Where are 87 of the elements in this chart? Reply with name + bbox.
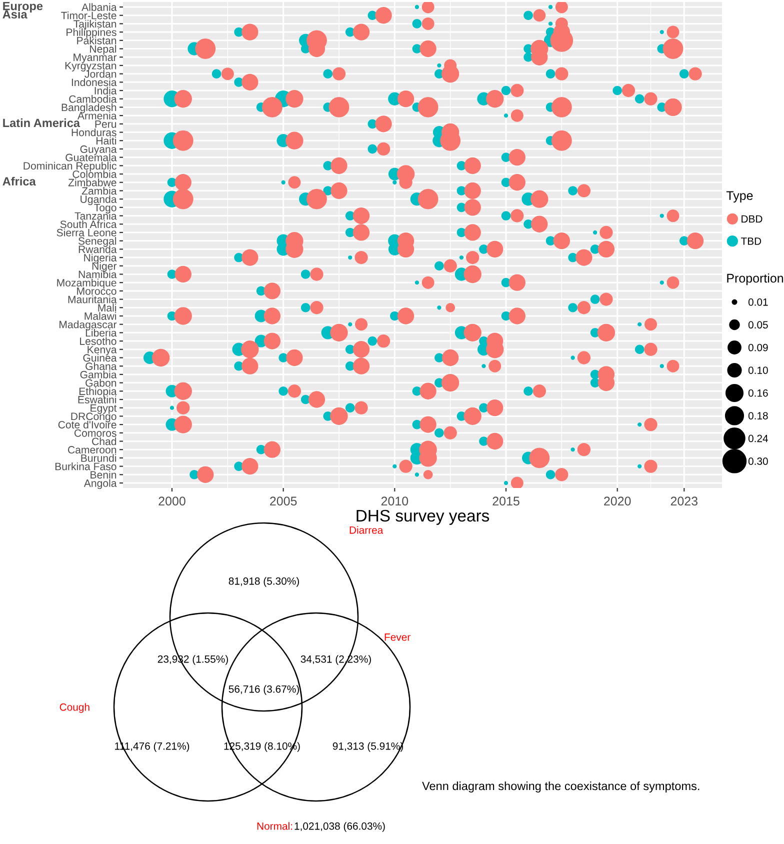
y-tick-label: Gambia <box>80 370 117 378</box>
y-tick-label: Namibia <box>78 270 117 278</box>
y-tick-label: Uganda <box>80 195 117 206</box>
y-tick-label: Madagascar <box>60 320 117 330</box>
y-tick-label: DRCongo <box>71 412 116 422</box>
x-tick-label: 2000 <box>158 496 186 506</box>
legend-label: 0.24 <box>748 434 768 442</box>
category-label: Cough <box>60 703 90 713</box>
y-tick-label: Nepal <box>90 44 116 55</box>
y-tick-label: Sierra Leone <box>56 228 116 236</box>
y-tick-label: Zambia <box>82 186 117 195</box>
y-tick-label: Kyrgyzstan <box>65 62 116 72</box>
y-tick-label: Armenia <box>77 112 117 120</box>
y-tick-label: Guinea <box>83 354 117 362</box>
text: Type <box>726 191 753 202</box>
y-tick-label: Egypt <box>90 404 117 414</box>
legend-label: TBD <box>740 238 762 245</box>
y-tick-label: Cameroon <box>68 446 116 454</box>
y-tick-label: Timor-Leste <box>61 12 116 20</box>
y-tick-label: Colombia <box>72 170 117 178</box>
y-tick-label: Mozambique <box>57 278 116 289</box>
x-tick-label: 2010 <box>381 496 408 506</box>
y-tick-label: Chad <box>92 437 116 446</box>
x-tick-label: 2020 <box>604 496 631 506</box>
y-tick-label: Morocco <box>77 287 116 295</box>
y-tick-label: Togo <box>94 204 116 214</box>
legend-label: 0.16 <box>748 389 768 397</box>
y-tick-label: Tajikistan <box>74 20 116 30</box>
y-tick-label: Nigeria <box>84 254 117 264</box>
y-tick-label: Indonesia <box>72 78 117 86</box>
y-tick-label: Guyana <box>80 145 117 155</box>
x-tick-label: 2015 <box>492 496 520 506</box>
y-tick-label: Ethiopia <box>79 387 117 398</box>
y-tick-label: Cambodia <box>69 95 117 103</box>
legend-label: DBD <box>742 215 762 223</box>
y-tick-label: Pakistan <box>77 36 116 44</box>
legend-label: 0.01 <box>748 298 768 306</box>
legend-label: 0.09 <box>748 344 768 352</box>
category-label: Fever <box>384 634 410 641</box>
y-tick-label: India <box>94 86 117 94</box>
y-tick-label: Angola <box>84 479 117 490</box>
legend-label: 0.18 <box>748 412 768 420</box>
y-tick-label: Bangladesh <box>62 103 116 114</box>
legend-label: 0.05 <box>748 321 768 329</box>
y-tick-label: Peru <box>95 120 116 128</box>
y-tick-label: Mauritania <box>68 295 117 304</box>
y-tick-label: Gabon <box>86 378 116 387</box>
text: 81,918 (5.30%) <box>228 577 299 587</box>
category-label: Diarrea <box>350 526 384 534</box>
x-axis-title: DHS survey years <box>356 510 490 525</box>
y-tick-label: Tanzania <box>74 212 117 220</box>
y-tick-label: Mali <box>98 304 116 312</box>
x-tick-label: 2023 <box>670 496 698 506</box>
legend-label: 0.30 <box>748 458 768 465</box>
legend-label: 0.10 <box>748 366 768 374</box>
y-tick-label: South Africa <box>60 220 117 228</box>
y-tick-label: Benin <box>90 470 116 479</box>
text: 1,021,038 (66.03%) <box>294 822 385 832</box>
y-tick-label: Niger <box>92 262 117 272</box>
text: Africa <box>2 176 36 186</box>
y-tick-label: Burundi <box>81 454 116 462</box>
text: Normal: <box>257 822 292 830</box>
x-tick-label: 2005 <box>270 496 297 506</box>
y-tick-label: Malawi <box>84 312 116 320</box>
y-tick-label: Burkina Faso <box>55 462 116 470</box>
y-tick-label: Guatemala <box>66 153 117 162</box>
y-tick-label: Comoros <box>74 429 116 437</box>
y-tick-label: Jordan <box>84 70 116 78</box>
y-tick-label: Haiti <box>96 136 116 145</box>
y-tick-label: Senegal <box>78 237 116 247</box>
y-tick-label: Eswatini <box>78 396 116 404</box>
y-tick-label: Honduras <box>72 128 116 136</box>
y-tick-label: Albania <box>82 3 117 11</box>
y-tick-label: Cote d'Ivoire <box>58 420 116 428</box>
y-tick-label: Ghana <box>86 362 117 370</box>
y-tick-label: Lesotho <box>80 337 116 345</box>
y-tick-label: Philippines <box>66 28 116 38</box>
y-tick-label: Dominican Republic <box>24 162 116 172</box>
text: Proportion <box>727 273 784 286</box>
text: Latin America <box>3 118 80 128</box>
y-tick-label: Myanmar <box>74 54 117 64</box>
text: Venn diagram showing the coexistance of symptoms. <box>422 782 700 793</box>
text: 56,716 (3.67%) <box>228 685 299 695</box>
y-tick-label: Kenya <box>88 346 117 356</box>
y-tick-label: Zimbabwe <box>68 178 116 186</box>
y-tick-label: Liberia <box>86 328 117 337</box>
y-tick-label: Rwanda <box>78 245 117 254</box>
